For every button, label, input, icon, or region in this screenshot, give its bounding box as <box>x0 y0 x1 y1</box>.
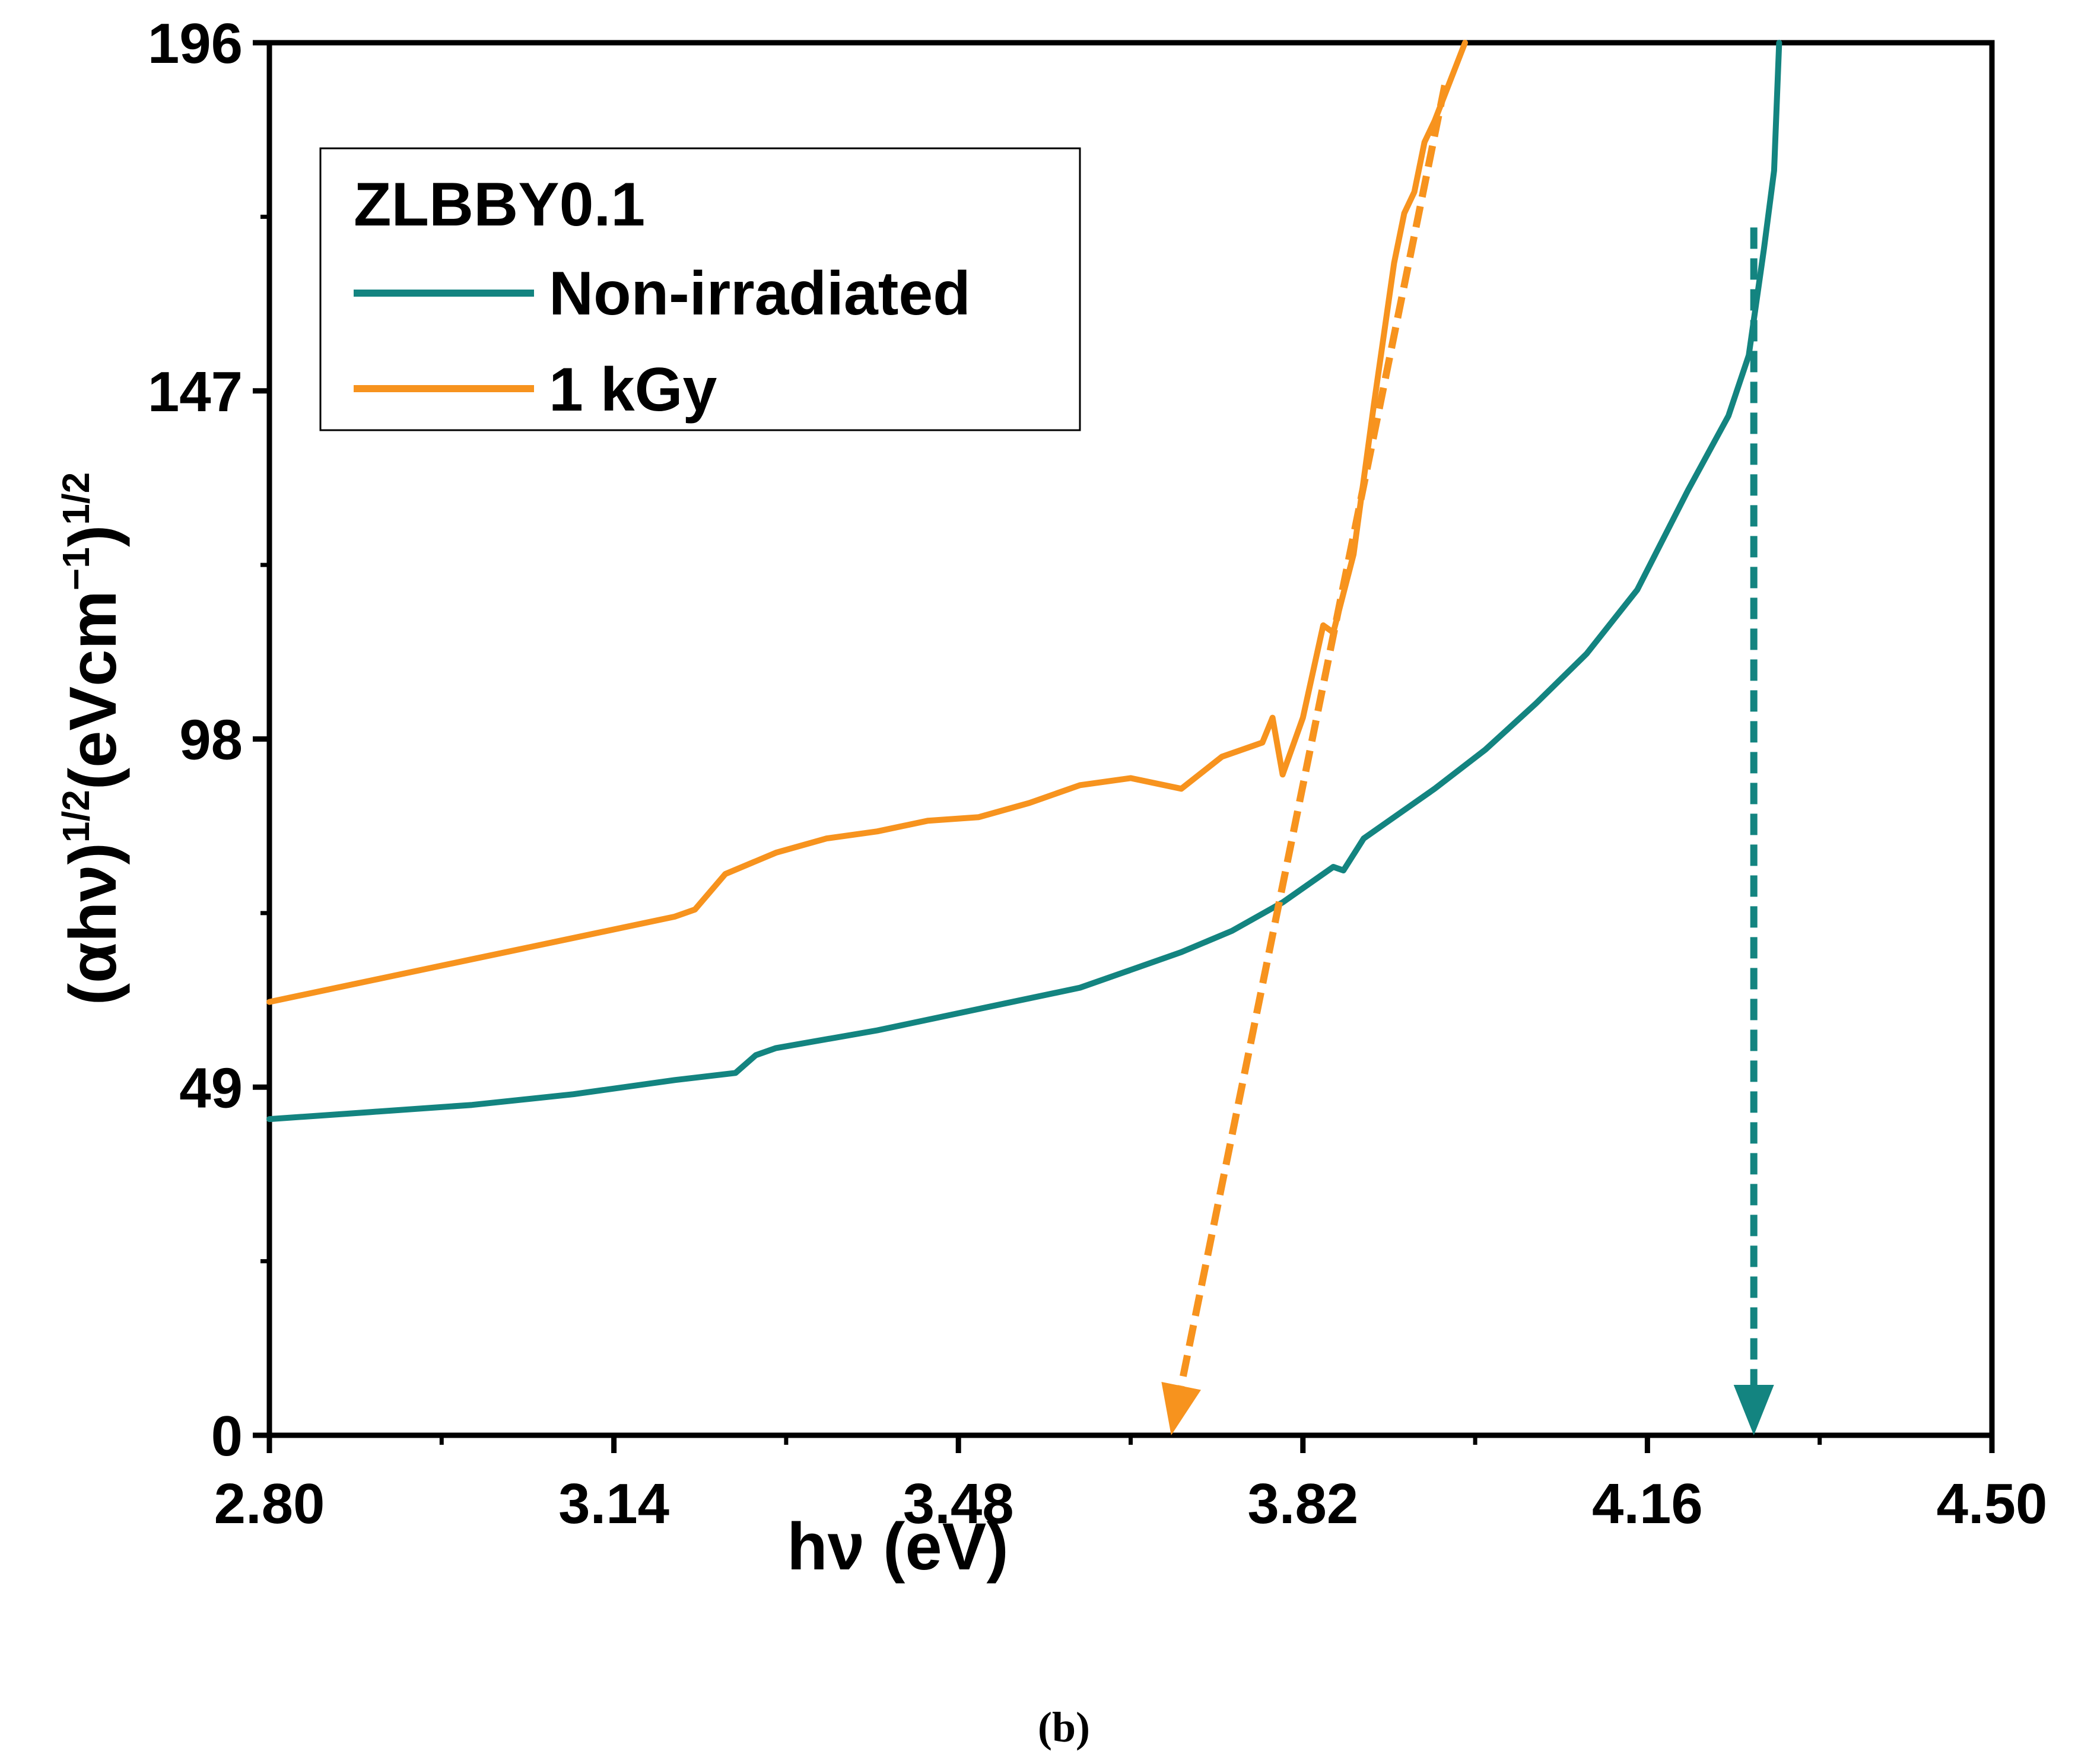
extrapolation-arrowhead-non-irradiated <box>1733 1385 1774 1435</box>
legend-label-non-irradiated: Non-irradiated <box>549 259 971 328</box>
y-axis-title-sup1: 1/2 <box>55 790 97 843</box>
y-tick-label-98: 98 <box>179 708 243 772</box>
y-tick-label-0: 0 <box>211 1404 243 1468</box>
legend: ZLBBY0.1 Non-irradiated 1 kGy <box>319 147 1081 431</box>
y-axis-title-base: (αhν) <box>56 843 130 1005</box>
series-line-1-kgy <box>266 40 1468 1005</box>
extrapolation-arrowhead-1-kgy <box>1161 1381 1202 1435</box>
extrapolation-line-1-kgy <box>1177 84 1448 1387</box>
legend-title: ZLBBY0.1 <box>354 170 645 239</box>
extrapolation-layer <box>1161 84 1774 1435</box>
legend-box <box>319 147 1081 431</box>
x-tick-label-3.82: 3.82 <box>1247 1472 1358 1536</box>
y-axis-title-sup3: 1/2 <box>55 472 97 525</box>
y-axis-title-mid: (eVcm <box>56 590 130 790</box>
x-tick-label-4.50: 4.50 <box>1937 1472 2048 1536</box>
y-axis-title-sup2: −1 <box>55 547 97 590</box>
x-tick-label-4.16: 4.16 <box>1592 1472 1703 1536</box>
y-axis-title-close: ) <box>56 525 130 547</box>
y-tick-label-196: 196 <box>148 12 243 75</box>
y-tick-label-147: 147 <box>148 360 243 424</box>
series-layer <box>266 40 1782 1123</box>
series-line-non-irradiated <box>266 40 1782 1123</box>
y-axis-ticks: 0 49 98 147 196 <box>148 12 269 1468</box>
x-axis-title: hν (eV) <box>787 1509 1008 1584</box>
x-axis-ticks: 2.80 3.14 3.48 3.82 4.16 4.50 <box>214 1435 2048 1536</box>
x-tick-label-3.14: 3.14 <box>558 1472 669 1536</box>
x-tick-label-2.80: 2.80 <box>214 1472 325 1536</box>
figure-caption: (b) <box>1038 1703 1090 1751</box>
legend-label-1kgy: 1 kGy <box>549 355 717 424</box>
y-axis-title: (αhν)1/2(eVcm−1)1/2 <box>55 472 130 1006</box>
y-tick-label-49: 49 <box>179 1056 243 1120</box>
x-tick-label-3.48: 3.48 <box>903 1472 1014 1536</box>
